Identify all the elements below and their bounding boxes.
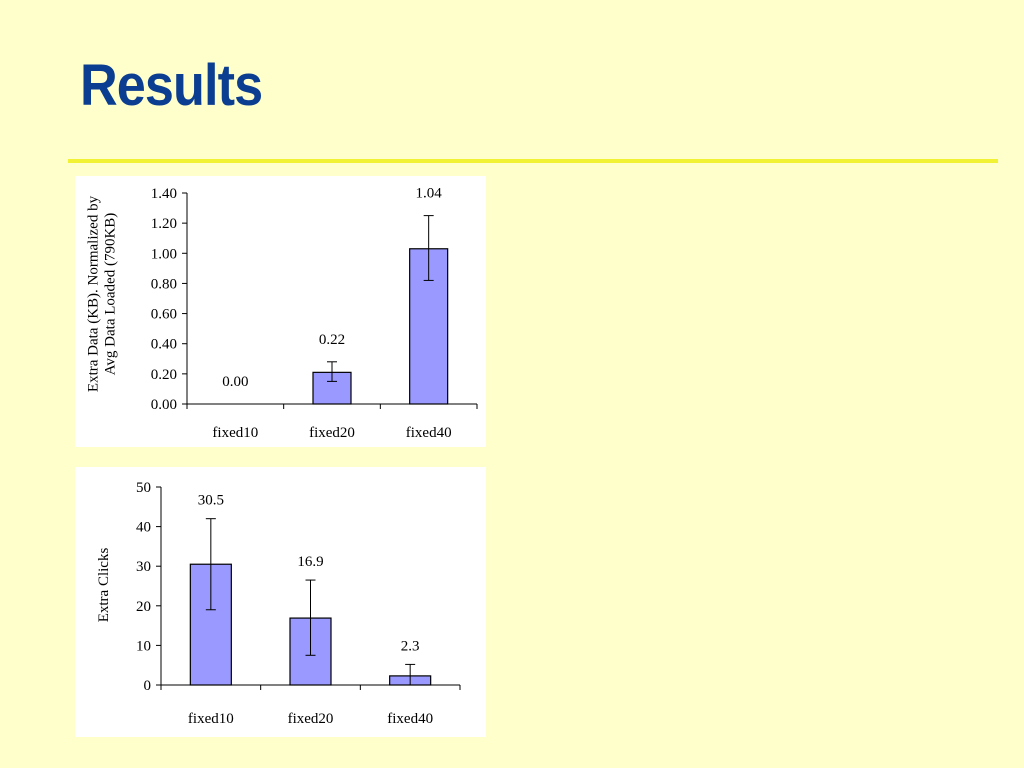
chart2-y-tick-label: 30	[136, 559, 151, 575]
chart2-y-tick-label: 50	[136, 480, 151, 496]
chart2-value-label-fixed20: 16.9	[297, 554, 323, 570]
chart2-category-label-fixed10: fixed10	[188, 711, 234, 727]
data-overhead-chart-svg: 0.00 0.20 0.40 0.60 0.80 1.00 1.20 1.40 0.00 fixe…	[86, 186, 478, 441]
chart1-y-axis-label: Avg Data Loaded (790KB)	[103, 213, 119, 376]
chart2-y-tick-label: 0	[144, 678, 152, 694]
extra-clicks-chart: 0 10 20 30 40 50 30.5 fixed10 16.9 fixed20 2.3 fixe…	[75, 467, 486, 737]
slide-title: Results	[80, 53, 263, 118]
chart2-y-tick-label: 20	[136, 599, 151, 615]
extra-clicks-chart-svg: 0 10 20 30 40 50 30.5 fixed10 16.9 fixed20 2.3 fixe…	[96, 480, 461, 727]
chart1-bar-fixed40	[409, 248, 449, 405]
chart1-value-label-fixed10: 0.00	[222, 374, 248, 390]
chart1-y-tick-label: 0.40	[151, 337, 177, 353]
chart1-value-label-fixed40: 1.04	[416, 186, 443, 202]
chart2-category-label-fixed40: fixed40	[387, 711, 433, 727]
data-overhead-chart: 0.00 0.20 0.40 0.60 0.80 1.00 1.20 1.40 0.00 fixe…	[75, 176, 486, 447]
chart1-category-label-fixed40: fixed40	[406, 425, 452, 441]
chart1-y-tick-label: 1.20	[151, 216, 177, 232]
chart1-y-tick-label: 0.00	[151, 397, 177, 413]
chart1-category-label-fixed10: fixed10	[212, 425, 258, 441]
chart1-value-label-fixed20: 0.22	[319, 332, 345, 348]
chart1-y-tick-label: 0.80	[151, 276, 177, 292]
chart1-y-tick-label: 0.20	[151, 367, 177, 383]
chart2-y-axis-label: Extra Clicks	[96, 548, 112, 623]
chart2-y-tick-label: 40	[136, 520, 151, 536]
chart1-y-axis-label: Extra Data (KB). Normalized by	[86, 195, 102, 392]
chart1-bar-fixed20	[312, 371, 352, 405]
chart2-y-tick-label: 10	[136, 638, 151, 654]
chart2-value-label-fixed40: 2.3	[401, 638, 420, 654]
title-divider	[68, 159, 998, 163]
chart1-y-tick-label: 0.60	[151, 307, 177, 323]
chart1-y-tick-label: 1.40	[151, 186, 177, 202]
chart1-y-tick-label: 1.00	[151, 246, 177, 262]
chart1-category-label-fixed20: fixed20	[309, 425, 355, 441]
chart2-value-label-fixed10: 30.5	[198, 493, 224, 509]
chart2-category-label-fixed20: fixed20	[288, 711, 334, 727]
